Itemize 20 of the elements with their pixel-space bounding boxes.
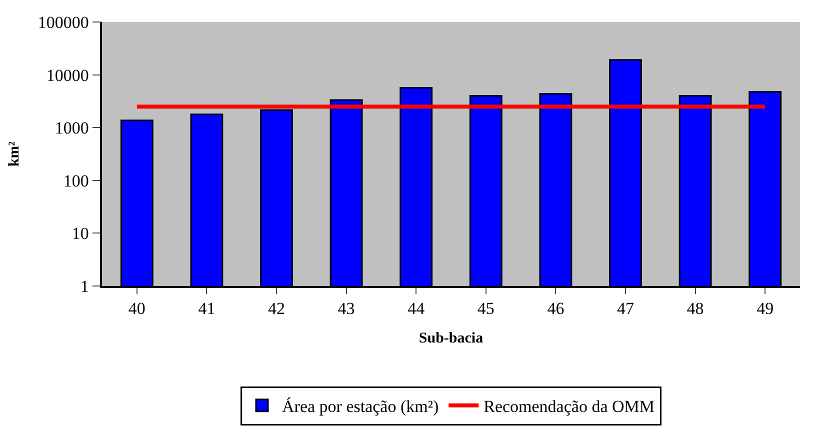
y-tick-label: 100000	[38, 12, 89, 32]
x-tick-label: 41	[198, 299, 216, 318]
x-tick-label: 46	[547, 299, 564, 318]
x-tick-label: 47	[617, 299, 634, 318]
y-tick-label: 10000	[46, 66, 89, 85]
y-tick-label: 1	[80, 276, 89, 296]
x-axis-title: Sub-bacia	[418, 330, 484, 347]
legend-label: Recomendação da OMM	[484, 397, 654, 416]
x-tick-label: 45	[477, 299, 494, 318]
x-tick-label: 40	[128, 299, 146, 318]
y-tick-label: 100	[63, 171, 89, 190]
legend-label: Área por estação (km²)	[282, 397, 439, 416]
x-tick-label: 43	[338, 299, 355, 318]
x-tick-label: 49	[756, 299, 774, 318]
y-axis-title: km²	[6, 140, 23, 167]
y-tick-label: 1000	[54, 118, 89, 138]
x-tick-label: 44	[408, 299, 426, 318]
y-tick-label: 10	[72, 224, 89, 244]
x-tick-label: 48	[686, 299, 704, 318]
x-tick-label: 42	[268, 299, 285, 318]
